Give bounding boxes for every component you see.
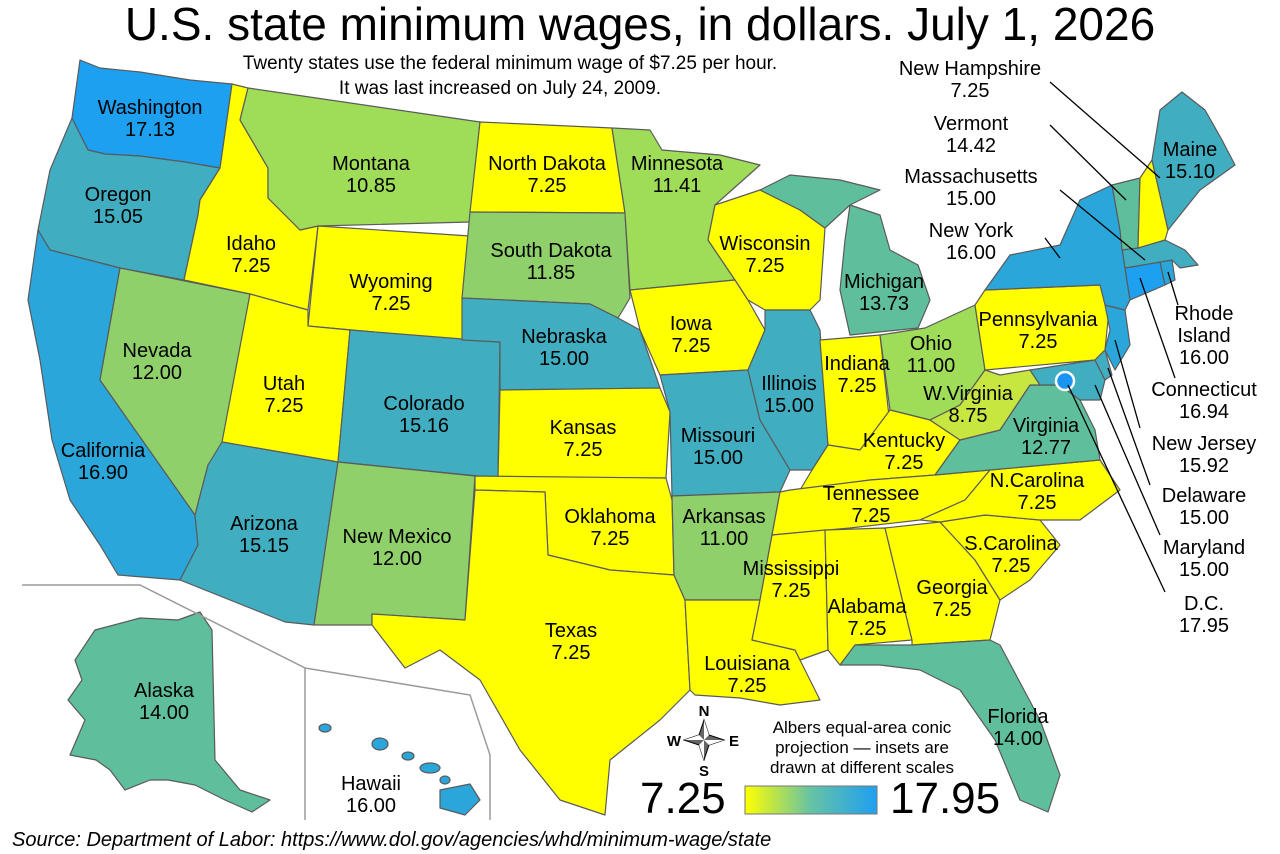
label-alabama: Alabama 7.25 xyxy=(828,596,908,640)
label-alaska: Alaska 14.00 xyxy=(134,680,195,724)
map-subtitle-1: Twenty states use the federal minimum wa… xyxy=(243,53,777,74)
projection-note-1: Albers equal-area conic xyxy=(773,718,952,737)
label-florida: Florida 14.00 xyxy=(987,706,1049,750)
label-delaware: Delaware 15.00 xyxy=(1162,485,1246,529)
label-arizona: Arizona 15.15 xyxy=(230,513,299,557)
state-kansas[interactable] xyxy=(497,387,671,479)
label-utah: Utah 7.25 xyxy=(263,373,305,417)
label-louisiana: Louisiana 7.25 xyxy=(704,653,791,697)
state-new-hampshire[interactable] xyxy=(1137,159,1169,249)
label-california: California 16.90 xyxy=(61,440,146,484)
leader-lines xyxy=(1044,81,1179,593)
label-idaho: Idaho 7.25 xyxy=(226,233,276,277)
label-texas: Texas 7.25 xyxy=(545,620,597,664)
state-michigan-lower[interactable] xyxy=(839,204,931,336)
label-north-dakota: North Dakota 7.25 xyxy=(488,153,607,197)
label-s-carolina: S.Carolina 7.25 xyxy=(964,533,1058,577)
label-virginia: Virginia 12.77 xyxy=(1013,415,1080,459)
state-illinois[interactable] xyxy=(747,309,829,471)
label-vermont: Vermont 14.42 xyxy=(934,113,1009,157)
label-wisconsin: Wisconsin 7.25 xyxy=(719,233,810,277)
label-tennessee: Tennessee 7.25 xyxy=(823,483,920,527)
label-massachusetts: Massachusetts 15.00 xyxy=(904,166,1037,210)
state-west-virginia[interactable] xyxy=(929,369,1041,441)
label-wyoming: Wyoming 7.25 xyxy=(349,271,432,315)
label-maryland: Maryland 15.00 xyxy=(1163,537,1245,581)
state-alaska[interactable] xyxy=(67,611,271,813)
label-d-c: D.C. 17.95 xyxy=(1179,593,1229,637)
compass-rose: N S E W xyxy=(667,703,739,780)
map-subtitle-2: It was last increased on July 24, 2009. xyxy=(339,78,661,99)
label-maine: Maine 15.10 xyxy=(1163,139,1217,183)
source-note: Source: Department of Labor: https://www… xyxy=(12,829,771,851)
state-hawaii[interactable] xyxy=(318,723,481,816)
legend-max-label: 17.95 xyxy=(890,774,1000,823)
label-arkansas: Arkansas 11.00 xyxy=(682,506,765,550)
state-vermont[interactable] xyxy=(1111,177,1141,251)
label-new-mexico: New Mexico 12.00 xyxy=(343,526,452,570)
label-oregon: Oregon 15.05 xyxy=(85,184,152,228)
state-maine[interactable] xyxy=(1151,91,1236,231)
compass-s: S xyxy=(699,763,709,780)
legend-gradient-bar xyxy=(744,785,878,815)
state-new-jersey[interactable] xyxy=(1104,304,1131,371)
label-hawaii: Hawaii 16.00 xyxy=(341,773,401,817)
label-michigan: Michigan 13.73 xyxy=(844,271,924,315)
state-connecticut[interactable] xyxy=(1124,261,1166,301)
label-kansas: Kansas 7.25 xyxy=(550,417,617,461)
label-oklahoma: Oklahoma 7.25 xyxy=(564,506,656,550)
label-missouri: Missouri 15.00 xyxy=(681,425,755,469)
label-mississippi: Mississippi 7.25 xyxy=(743,558,840,602)
compass-e: E xyxy=(729,733,739,750)
label-illinois: Illinois 15.00 xyxy=(761,373,817,417)
inset-frame-hawaii xyxy=(304,667,491,820)
label-nevada: Nevada 12.00 xyxy=(123,340,193,384)
state-florida[interactable] xyxy=(839,639,1061,813)
label-ohio: Ohio 11.00 xyxy=(907,333,956,377)
inset-frame-alaska xyxy=(22,584,306,820)
label-georgia: Georgia 7.25 xyxy=(916,577,988,621)
label-rhode-island: Rhode Island 16.00 xyxy=(1175,303,1234,369)
label-washington: Washington 17.13 xyxy=(98,97,203,141)
label-new-york: New York 16.00 xyxy=(929,220,1014,264)
projection-note-2: projection — insets are xyxy=(775,738,949,757)
label-indiana: Indiana 7.25 xyxy=(824,353,890,397)
label-pennsylvania: Pennsylvania 7.25 xyxy=(979,309,1099,353)
legend-min-label: 7.25 xyxy=(640,774,726,823)
state-north-carolina[interactable] xyxy=(919,459,1121,523)
label-w-virginia: W.Virginia 8.75 xyxy=(923,383,1014,427)
state-michigan-upper[interactable] xyxy=(759,174,881,229)
label-n-carolina: N.Carolina 7.25 xyxy=(990,470,1085,514)
label-iowa: Iowa 7.25 xyxy=(670,313,713,357)
map-title: U.S. state minimum wages, in dollars. Ju… xyxy=(125,0,1155,50)
label-colorado: Colorado 15.16 xyxy=(383,393,464,437)
projection-note-3: drawn at different scales xyxy=(770,758,954,777)
label-nebraska: Nebraska 15.00 xyxy=(521,326,607,370)
state-dc-marker[interactable] xyxy=(1054,370,1076,392)
compass-w: W xyxy=(667,733,682,750)
label-new-jersey: New Jersey 15.92 xyxy=(1152,433,1256,477)
state-labels: Washington 17.13 Oregon 15.05 California 16.9… xyxy=(61,58,1257,817)
label-connecticut: Connecticut 16.94 xyxy=(1151,379,1257,423)
label-minnesota: Minnesota 11.41 xyxy=(631,153,724,197)
state-delaware[interactable] xyxy=(1094,349,1113,381)
label-montana: Montana 10.85 xyxy=(332,153,411,197)
label-kentucky: Kentucky 7.25 xyxy=(863,430,945,474)
compass-n: N xyxy=(699,703,710,720)
label-new-hampshire: New Hampshire 7.25 xyxy=(899,58,1041,102)
label-south-dakota: South Dakota 11.85 xyxy=(490,240,612,284)
state-texas[interactable] xyxy=(371,489,691,816)
